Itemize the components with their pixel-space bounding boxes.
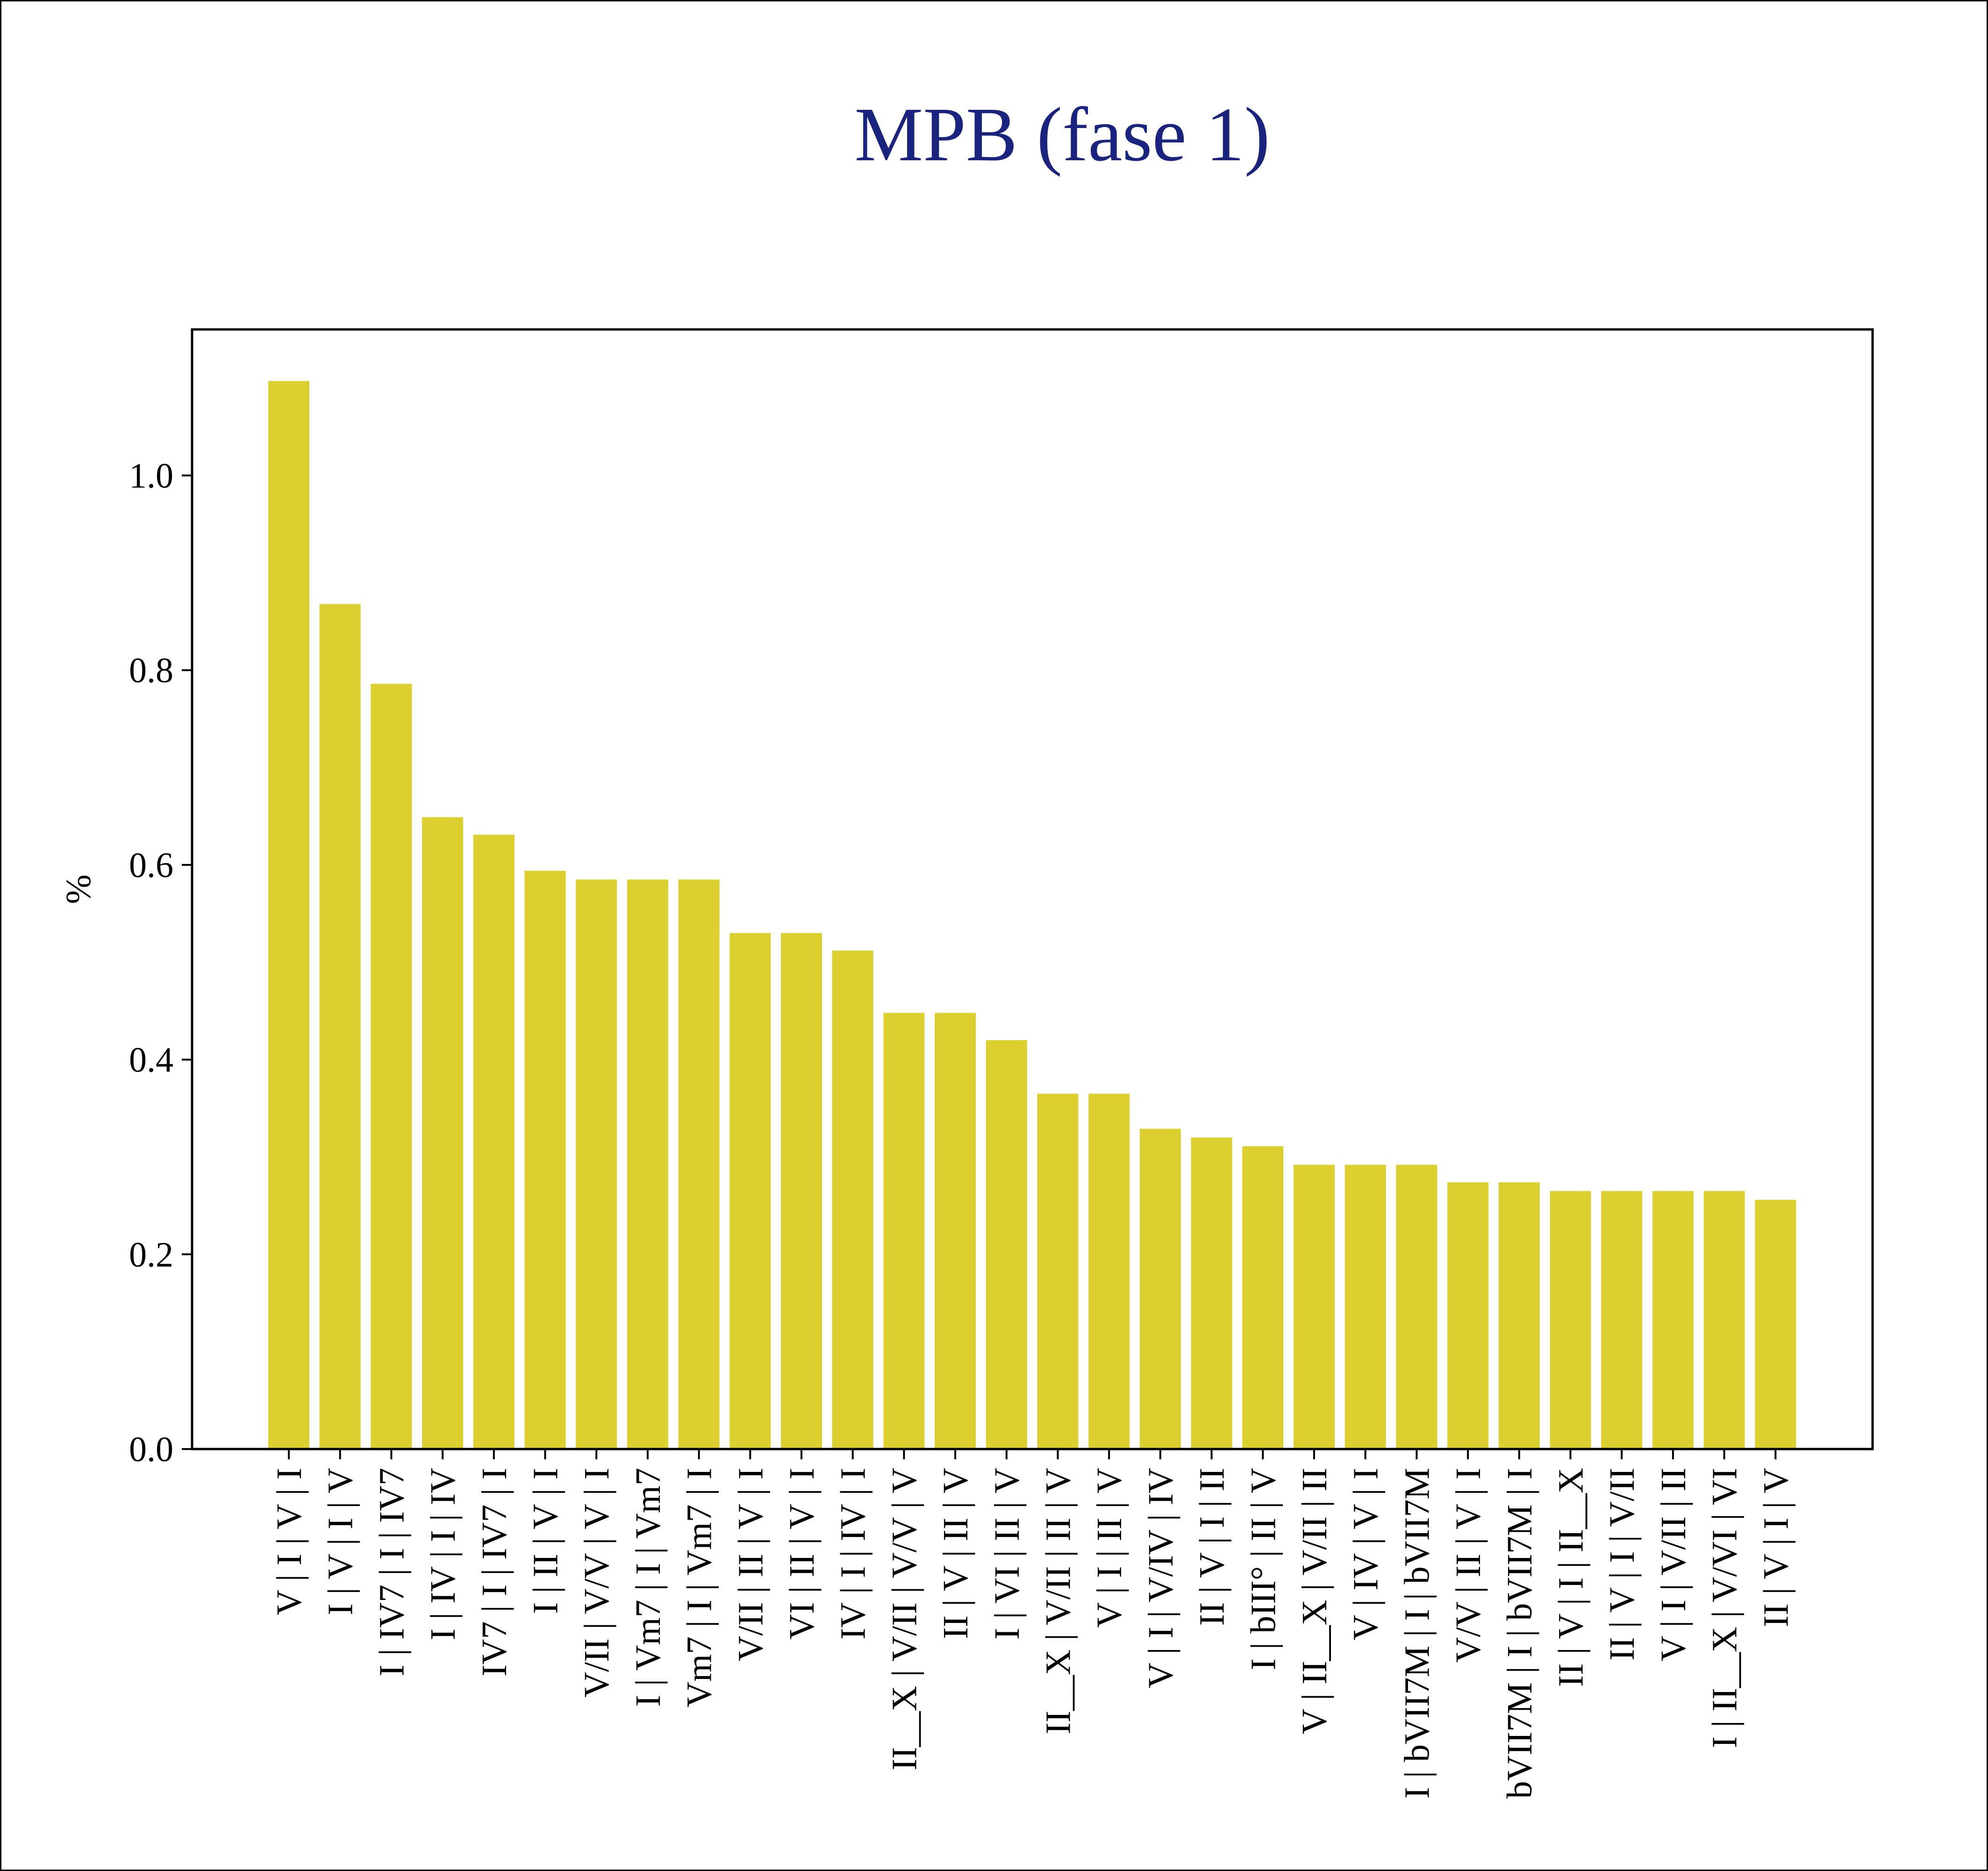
- bar-4: [422, 817, 464, 1449]
- y-tick-label-4: 0.6: [129, 846, 173, 885]
- y-tick-label-2: 0.2: [129, 1235, 173, 1274]
- x-tick-label-24: V/V | II | V | I: [1449, 1468, 1488, 1663]
- x-tick-label-14: II | V | II | V: [936, 1468, 975, 1639]
- bar-12: [832, 950, 873, 1449]
- bar-2: [319, 604, 361, 1449]
- x-tick-label-5: IV7 | I | IV7 | I: [475, 1468, 514, 1677]
- bar-29: [1703, 1191, 1745, 1449]
- x-tick-label-22: V | IV | V | I: [1346, 1468, 1386, 1640]
- x-tick-label-17: V | I | II | V: [1090, 1468, 1129, 1628]
- bar-20: [1242, 1146, 1284, 1449]
- bar-10: [729, 933, 771, 1449]
- bar-15: [986, 1040, 1027, 1449]
- x-tick-label-8: I | Vm7 | I | Vm7: [629, 1468, 668, 1707]
- bar-28: [1652, 1191, 1694, 1449]
- x-tick-label-4: I | IV | I | IV: [423, 1468, 463, 1640]
- x-tick-label-3: I | IV7 | I | IV7: [372, 1468, 411, 1677]
- bar-11: [781, 933, 822, 1449]
- bar-30: [1755, 1200, 1796, 1449]
- x-tick-label-10: V/II | II | V | I: [731, 1468, 770, 1661]
- x-tick-label-25: bVII7M | I | bVII7M | I: [1500, 1468, 1539, 1799]
- bar-26: [1550, 1191, 1591, 1449]
- x-tick-label-18: V | I | V/IV | IV: [1141, 1468, 1180, 1688]
- y-tick-label-3: 0.4: [129, 1041, 173, 1080]
- bar-6: [524, 871, 566, 1449]
- x-tick-label-7: V/II | V/V | V | I: [577, 1468, 616, 1698]
- x-tick-label-19: II | V | I | II: [1193, 1468, 1232, 1626]
- bar-16: [1037, 1093, 1079, 1449]
- bar-7: [576, 879, 617, 1449]
- x-tick-label-13: II__X | V/II | V/V | V: [885, 1468, 924, 1771]
- y-tick-label-5: 0.8: [129, 651, 173, 690]
- bar-8: [627, 879, 668, 1449]
- x-axis: V | I | V | I I | V | I | V I | IV7 | I | …: [270, 1449, 1795, 1799]
- x-tick-label-11: VI | II | V | I: [782, 1468, 822, 1640]
- x-tick-label-27: II | V | I | V/II: [1602, 1468, 1642, 1661]
- x-tick-label-15: I | VI | II | V: [987, 1468, 1027, 1640]
- x-tick-label-23: I | bVII7M | I | bVII7M: [1397, 1468, 1437, 1799]
- bar-13: [883, 1013, 925, 1449]
- bar-21: [1294, 1164, 1335, 1449]
- plot-frame: [191, 328, 1874, 1450]
- x-tick-label-12: IV | I | IV | I: [834, 1468, 873, 1640]
- x-tick-label-16: II__X | V/II | II | V: [1039, 1468, 1078, 1735]
- x-tick-label-21: V | II__X | V/II | II: [1295, 1468, 1334, 1735]
- bars-group: [268, 381, 1796, 1450]
- x-tick-label-30: II | V | I | V: [1756, 1468, 1795, 1627]
- bar-19: [1191, 1137, 1232, 1449]
- bar-25: [1498, 1182, 1540, 1449]
- bar-9: [678, 879, 720, 1449]
- x-tick-label-6: I | II | V | I: [526, 1468, 565, 1614]
- x-tick-label-2: I | V | I | V: [321, 1468, 360, 1615]
- bar-1: [268, 381, 309, 1450]
- bar-23: [1396, 1164, 1437, 1449]
- bar-3: [371, 684, 412, 1449]
- bar-17: [1088, 1093, 1130, 1449]
- x-tick-label-1: V | I | V | I: [270, 1468, 309, 1615]
- bar-22: [1344, 1164, 1386, 1449]
- x-tick-label-20: I | bIII° | II | V: [1244, 1468, 1283, 1671]
- x-tick-label-26: II | V | I | II__X: [1552, 1468, 1591, 1687]
- x-tick-label-9: Vm7 | I | Vm7 | I: [680, 1468, 719, 1707]
- y-tick-label-6: 1.0: [129, 457, 173, 496]
- chart-title: MPB (fase 1): [854, 92, 1270, 177]
- bar-18: [1139, 1128, 1181, 1449]
- y-axis: 0.0 0.2 0.4 0.6 0.8 1.0: [129, 457, 192, 1469]
- x-tick-label-29: I | II__X | V/VI | VI: [1705, 1468, 1745, 1748]
- bar-27: [1601, 1191, 1643, 1449]
- bar-24: [1447, 1182, 1489, 1449]
- y-axis-label: %: [59, 874, 98, 904]
- bar-5: [473, 835, 515, 1449]
- bar-14: [935, 1013, 976, 1449]
- y-tick-label-1: 0.0: [129, 1430, 173, 1469]
- x-tick-label-28: V | I | V/II | II: [1654, 1468, 1693, 1661]
